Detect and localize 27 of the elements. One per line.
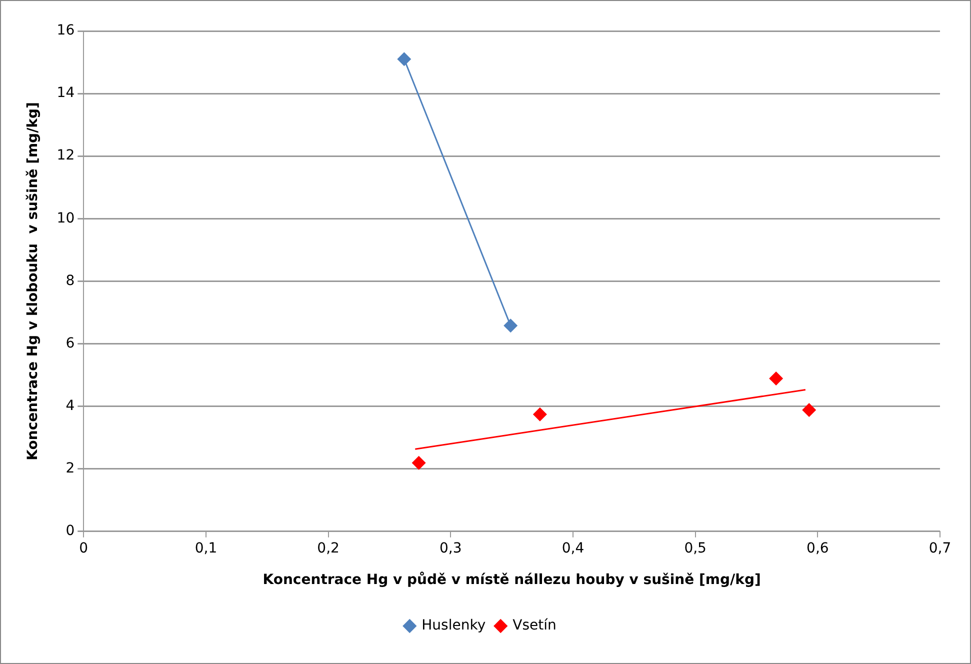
y-axis-title: Koncentrace Hg v klobouku v sušině [mg/kg] [25,102,42,460]
x-tick-label: 0,5 [684,540,706,556]
point [412,456,426,470]
x-tick-label: 0,4 [562,540,584,556]
x-tick-label: 0,2 [317,540,340,556]
x-tick-label: 0,1 [194,540,218,556]
y-tick-label: 14 [56,85,75,102]
point [397,52,412,66]
x-tick-label: 0,7 [928,540,952,556]
x-axis-title: Koncentrace Hg v půdě v místě nállezu houby v sušině [mg/kg] [262,571,761,588]
y-tick-label: 2 [66,460,75,476]
y-tick-label: 12 [56,148,75,164]
y-tick-label: 10 [56,210,75,226]
point [769,371,784,386]
point [802,403,816,418]
x-tick-label: 0,6 [806,540,829,556]
y-tick-label: 0 [66,523,75,540]
x-tick-label: 0 [79,540,88,556]
point [532,407,547,422]
x-tick-label: 0,3 [440,540,462,556]
legend-label: Huslenky [422,618,486,634]
y-tick-label: 6 [66,335,75,352]
y-tick-label: 8 [66,272,75,289]
point [504,318,518,333]
y-tick-label: 4 [66,398,75,414]
y-tick-label: 16 [56,22,75,39]
legend-label: Vsetín [512,618,556,634]
